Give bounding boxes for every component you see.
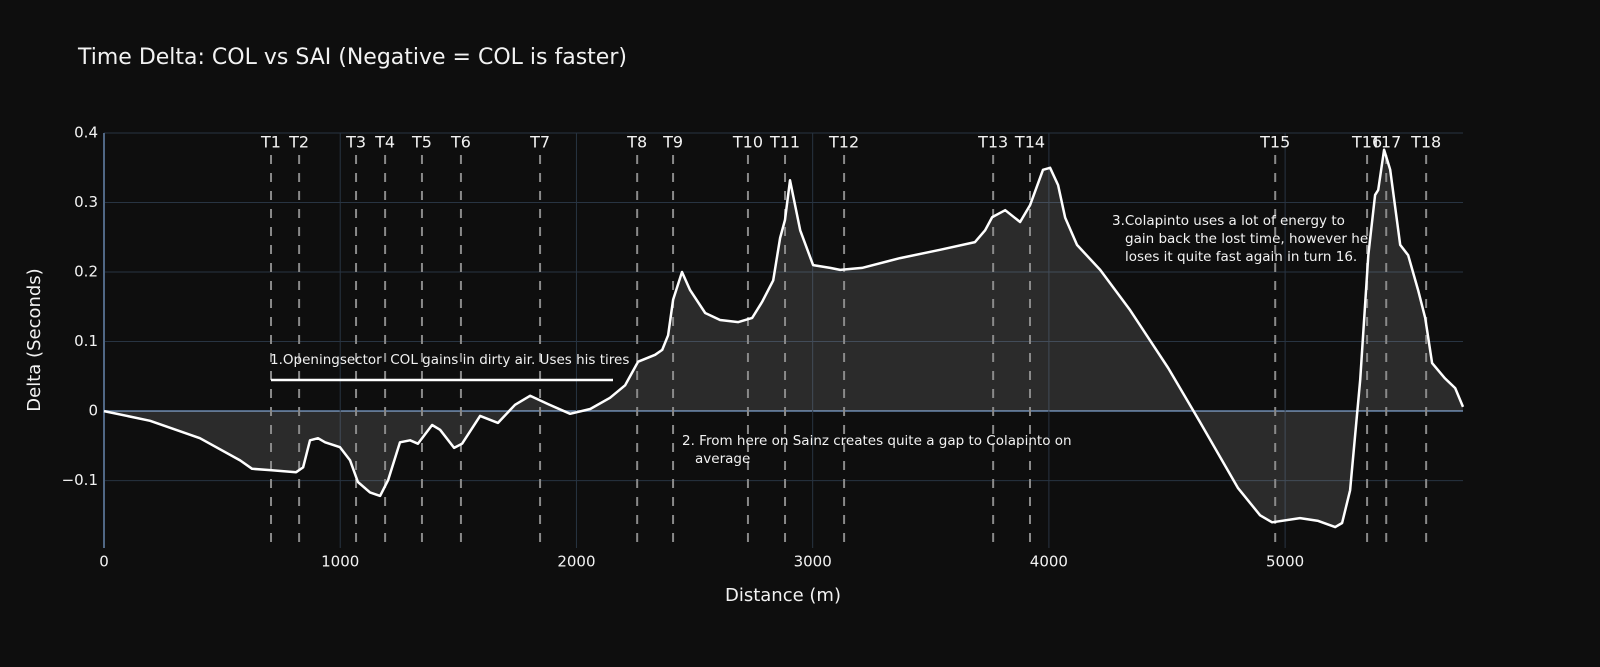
y-tick-label: 0 (88, 402, 98, 420)
turn-label: T9 (662, 133, 683, 152)
turn-label: T7 (529, 133, 550, 152)
turn-label: T11 (769, 133, 800, 152)
turn-label: T16 (1351, 133, 1382, 152)
delta-line (103, 148, 1465, 529)
y-tick-label: 0.4 (74, 124, 98, 142)
y-tick-label: 0.2 (74, 263, 98, 281)
turn-label: T2 (288, 133, 309, 152)
turn-label: T1 (260, 133, 281, 152)
turn-label: T8 (626, 133, 647, 152)
chart-title: Time Delta: COL vs SAI (Negative = COL i… (77, 45, 627, 70)
area-fill (104, 149, 1463, 528)
x-tick-label: 0 (99, 553, 109, 571)
turn-label: T14 (1014, 133, 1045, 152)
annotation: gain back the lost time, however he (1125, 231, 1368, 247)
annotation: 2. From here on Sainz creates quite a ga… (682, 433, 1072, 449)
y-tick-label: 0.3 (74, 193, 98, 211)
turn-label: T5 (411, 133, 432, 152)
turn-label: T13 (977, 133, 1008, 152)
x-tick-label: 3000 (794, 553, 832, 571)
annotation: loses it quite fast again in turn 16. (1125, 249, 1357, 265)
x-axis-label: Distance (m) (725, 585, 841, 606)
x-tick-label: 5000 (1266, 553, 1304, 571)
x-tick-label: 1000 (321, 553, 359, 571)
turn-label: T15 (1259, 133, 1290, 152)
turn-label: T3 (345, 133, 366, 152)
turn-label: T4 (374, 133, 395, 152)
annotation: average (695, 451, 750, 467)
turn-label: T6 (450, 133, 471, 152)
y-tick-label: −0.1 (62, 471, 98, 489)
turn-label: T17 (1370, 133, 1401, 152)
y-tick-label: 0.1 (74, 332, 98, 350)
annotation: 1.Openingsector COL gains in dirty air. … (270, 352, 629, 368)
turn-label: T12 (828, 133, 859, 152)
turn-label: T18 (1410, 133, 1441, 152)
y-axis-label: Delta (Seconds) (24, 268, 45, 411)
x-tick-label: 2000 (557, 553, 595, 571)
annotation: 3.Colapinto uses a lot of energy to (1112, 213, 1345, 229)
x-tick-label: 4000 (1030, 553, 1068, 571)
turn-label: T10 (732, 133, 763, 152)
